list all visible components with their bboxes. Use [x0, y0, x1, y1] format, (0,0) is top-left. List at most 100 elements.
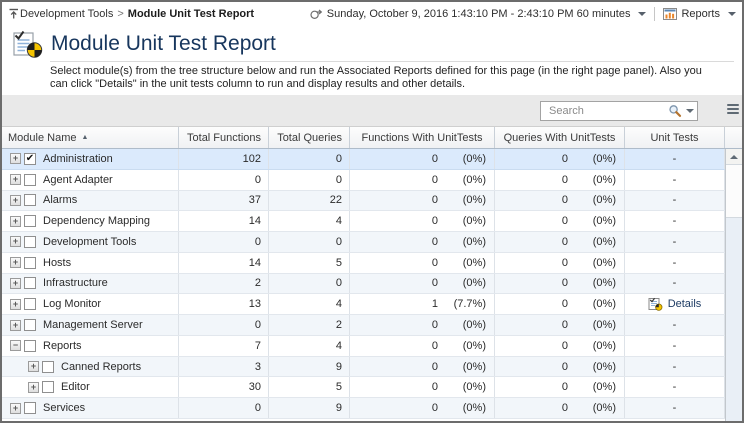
column-header-queries-with-unittests[interactable]: Queries With UnitTests	[495, 127, 625, 148]
vertical-scrollbar[interactable]	[725, 149, 742, 421]
unit-tests-cell: -	[625, 398, 725, 418]
time-range-label: Sunday, October 9, 2016 1:43:10 PM - 2:4…	[326, 8, 631, 20]
column-header-functions-with-unittests[interactable]: Functions With UnitTests	[350, 127, 495, 148]
table-row[interactable]: + Management Server 0 2 0 (0%) 0 (0%)	[2, 315, 725, 336]
expander-icon[interactable]: +	[10, 277, 21, 289]
expander-icon[interactable]: +	[10, 402, 21, 414]
total-queries-cell: 0	[269, 273, 350, 294]
search-input[interactable]	[547, 103, 668, 118]
unittest-count: 0	[431, 402, 438, 415]
title-bar: Module Unit Test Report	[2, 26, 742, 62]
expander-icon[interactable]: +	[10, 257, 21, 269]
grid-menu-icon[interactable]	[727, 104, 739, 116]
total-queries-cell: 0	[269, 149, 350, 169]
unittest-count: 0	[431, 215, 438, 228]
module-checkbox[interactable]	[42, 381, 54, 394]
unittest-count: 0	[561, 215, 568, 228]
topbar-divider	[654, 7, 656, 21]
module-checkbox[interactable]	[24, 298, 36, 311]
expander-icon[interactable]: +	[10, 236, 21, 248]
total-queries-cell: 4	[269, 294, 350, 315]
table-bottom-filler	[2, 418, 725, 421]
module-checkbox[interactable]	[24, 402, 36, 415]
queries-with-unittests-cell: 0 (0%)	[495, 149, 625, 169]
expander-icon[interactable]: +	[28, 381, 39, 393]
unittest-count: 0	[431, 235, 438, 248]
table-row[interactable]: − Reports 7 4 0 (0%) 0 (0%) -	[2, 335, 725, 357]
module-checkbox[interactable]: ✔	[24, 152, 36, 165]
module-checkbox[interactable]	[24, 235, 36, 248]
unittest-count: 0	[431, 319, 438, 331]
module-checkbox[interactable]	[24, 277, 36, 290]
functions-with-unittests-cell: 0 (0%)	[350, 356, 495, 377]
column-header-unit-tests[interactable]: Unit Tests	[625, 127, 725, 148]
reports-icon	[663, 8, 678, 20]
details-link[interactable]: Details	[667, 298, 702, 311]
module-checkbox[interactable]	[24, 256, 36, 269]
total-queries-cell: 5	[269, 252, 350, 273]
column-header-total-queries[interactable]: Total Queries	[269, 127, 350, 148]
header-stub	[725, 127, 742, 148]
expander-icon[interactable]: −	[10, 340, 21, 352]
module-name: Dependency Mapping	[43, 215, 151, 228]
unit-tests-value: -	[672, 402, 677, 415]
search-button[interactable]	[668, 104, 694, 118]
time-range-selector[interactable]: Sunday, October 9, 2016 1:43:10 PM - 2:4…	[310, 8, 647, 20]
page-title: Module Unit Test Report	[51, 32, 276, 55]
total-functions-cell: 2	[179, 273, 269, 294]
unittest-count: 0	[431, 339, 438, 352]
unit-tests-cell: -	[625, 169, 725, 190]
breadcrumb-parent[interactable]: Development Tools	[20, 8, 114, 20]
table-row[interactable]: + Services 0 9 0 (0%) 0 (0%) -	[2, 398, 725, 419]
column-header-module-name[interactable]: Module Name ▲	[2, 127, 179, 148]
module-checkbox[interactable]	[42, 360, 54, 373]
unittest-percent: (0%)	[462, 360, 486, 373]
table-row[interactable]: + ✔ Administration 102 0 0 (0%) 0 (0%)	[2, 149, 725, 170]
unittest-percent: (0%)	[592, 319, 616, 331]
expander-icon[interactable]: +	[10, 298, 21, 310]
module-name-cell: + Dependency Mapping	[2, 211, 179, 232]
table-row[interactable]: + Canned Reports 3 9 0 (0%) 0 (0%)	[2, 356, 725, 378]
module-checkbox[interactable]	[24, 339, 36, 352]
queries-with-unittests-cell: 0 (0%)	[495, 252, 625, 273]
unittest-percent: (0%)	[592, 173, 616, 186]
module-name: Log Monitor	[43, 298, 102, 311]
table-row[interactable]: + Log Monitor 13 4 1 (7.7%) 0 (0%)	[2, 294, 725, 316]
unittest-percent: (0%)	[462, 402, 486, 415]
unit-tests-value: -	[672, 152, 677, 165]
module-name-cell: + Alarms	[2, 190, 179, 211]
table-row[interactable]: + Alarms 37 22 0 (0%) 0 (0%) -	[2, 190, 725, 212]
expander-icon[interactable]: +	[10, 153, 21, 165]
up-level-icon[interactable]	[8, 8, 20, 20]
functions-with-unittests-cell: 0 (0%)	[350, 335, 495, 356]
module-checkbox[interactable]	[24, 194, 36, 207]
table-row[interactable]: + Development Tools 0 0 0 (0%) 0 (0%)	[2, 232, 725, 253]
expander-icon[interactable]: +	[10, 174, 21, 186]
expander-icon[interactable]: +	[10, 215, 21, 227]
unittest-percent: (0%)	[462, 319, 486, 331]
module-checkbox[interactable]	[24, 319, 36, 331]
unittest-count: 0	[431, 381, 438, 394]
total-queries-cell: 4	[269, 211, 350, 232]
expander-icon[interactable]: +	[10, 194, 21, 206]
module-name: Agent Adapter	[43, 173, 113, 186]
report-details-icon	[648, 297, 663, 312]
reports-menu-button[interactable]: Reports	[663, 8, 736, 20]
column-header-total-functions[interactable]: Total Functions	[179, 127, 269, 148]
unittest-percent: (0%)	[592, 339, 616, 352]
table-row[interactable]: + Agent Adapter 0 0 0 (0%) 0 (0%)	[2, 169, 725, 191]
expander-icon[interactable]: +	[28, 361, 39, 373]
scroll-up-button[interactable]	[726, 149, 742, 164]
expander-icon[interactable]: +	[10, 319, 21, 331]
module-checkbox[interactable]	[24, 173, 36, 186]
table-row[interactable]: + Hosts 14 5 0 (0%) 0 (0%) -	[2, 252, 725, 274]
table-row[interactable]: + Dependency Mapping 14 4 0 (0%) 0 (0%)	[2, 211, 725, 233]
table-row[interactable]: + Infrastructure 2 0 0 (0%) 0 (0%)	[2, 273, 725, 295]
scrollbar-thumb[interactable]	[726, 164, 742, 218]
scroll-up-icon	[730, 154, 738, 159]
module-checkbox[interactable]	[24, 215, 36, 228]
table-row[interactable]: + Editor 30 5 0 (0%) 0 (0%) -	[2, 377, 725, 399]
unit-tests-value: -	[672, 339, 677, 352]
functions-with-unittests-cell: 0 (0%)	[350, 149, 495, 169]
